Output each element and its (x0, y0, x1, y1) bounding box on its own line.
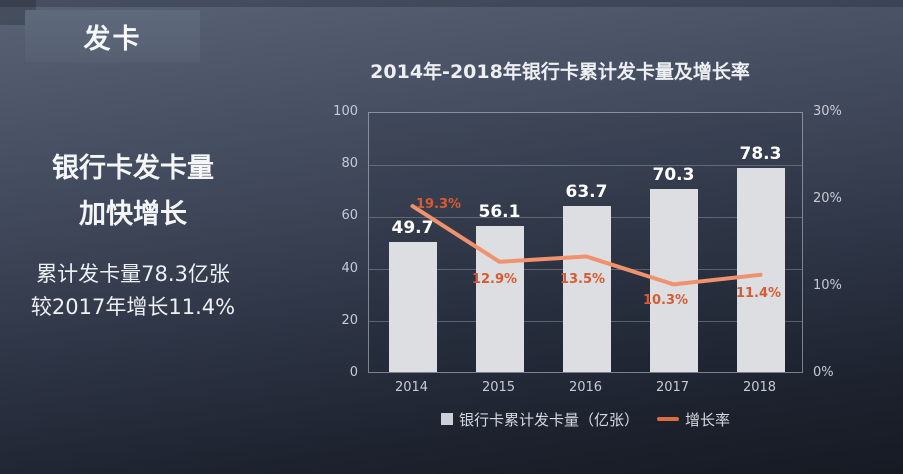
right-axis-tick-20: 20% (813, 191, 842, 206)
x-axis-tick-2017: 2017 (655, 380, 690, 395)
x-axis-tick-2016: 2016 (568, 380, 603, 395)
bar-value-2018: 78.3 (739, 143, 782, 164)
panel-body-line2: 较2017年增长11.4% (30, 295, 236, 319)
growth-rate-polyline (410, 204, 763, 287)
x-axis-tick-2018: 2018 (742, 380, 777, 395)
bar-2018 (736, 167, 785, 372)
growth-rate-line (410, 204, 763, 287)
left-axis-tick-0: 0 (349, 365, 358, 380)
panel-body-line1: 累计发卡量78.3亿张 (36, 262, 230, 286)
top-edge-shade (0, 0, 903, 7)
right-axis-tick-10: 10% (813, 278, 842, 293)
bar-value-2015: 56.1 (478, 201, 521, 222)
section-badge: 发卡 (25, 10, 200, 62)
bar-value-2016: 63.7 (565, 181, 608, 202)
x-axis-tick-2014: 2014 (394, 380, 429, 395)
bar-2016 (562, 205, 611, 372)
bar-value-2014: 49.7 (391, 218, 434, 239)
legend-item-bar: 银行卡累计发卡量（亿张） (440, 409, 639, 430)
plot-area: 49.7 56.1 63.7 70.3 78.3 19.3% 12.9% 13.5% 10.3%… (368, 112, 803, 373)
line-value-2017: 10.3% (642, 293, 689, 309)
line-value-2016: 13.5% (559, 271, 606, 287)
bar-value-2017: 70.3 (652, 164, 695, 185)
chart-title: 2014年-2018年银行卡累计发卡量及增长率 (370, 61, 750, 83)
panel-heading: 银行卡发卡量 加快增长 (0, 146, 266, 238)
line-value-2018: 11.4% (735, 285, 782, 301)
legend-label-line: 增长率 (685, 410, 731, 429)
line-value-2015: 12.9% (471, 271, 518, 287)
panel-body: 累计发卡量78.3亿张 较2017年增长11.4% (0, 258, 266, 324)
legend-label-bar: 银行卡累计发卡量（亿张） (458, 410, 639, 429)
section-badge-label: 发卡 (83, 23, 142, 55)
left-axis-tick-40: 40 (341, 260, 358, 276)
gridline-80 (369, 164, 802, 166)
left-axis-tick-80: 80 (341, 156, 358, 172)
line-value-2014: 19.3% (415, 197, 462, 213)
legend-item-line: 增长率 (657, 409, 730, 430)
chart-legend: 银行卡累计发卡量（亿张） 增长率 (368, 409, 803, 429)
legend-bar-swatch-icon (440, 413, 453, 425)
left-axis-tick-20: 20 (341, 312, 358, 328)
panel-heading-line1: 银行卡发卡量 (52, 153, 214, 184)
x-axis-tick-2015: 2015 (481, 380, 516, 395)
left-axis-tick-60: 60 (341, 208, 358, 224)
right-axis-tick-30: 30% (813, 104, 842, 119)
right-axis-tick-0: 0% (813, 365, 834, 380)
panel-heading-line2: 加快增长 (79, 199, 187, 230)
bar-2014 (388, 242, 437, 372)
left-axis-tick-100: 100 (333, 104, 358, 119)
legend-line-swatch-icon (657, 417, 679, 421)
